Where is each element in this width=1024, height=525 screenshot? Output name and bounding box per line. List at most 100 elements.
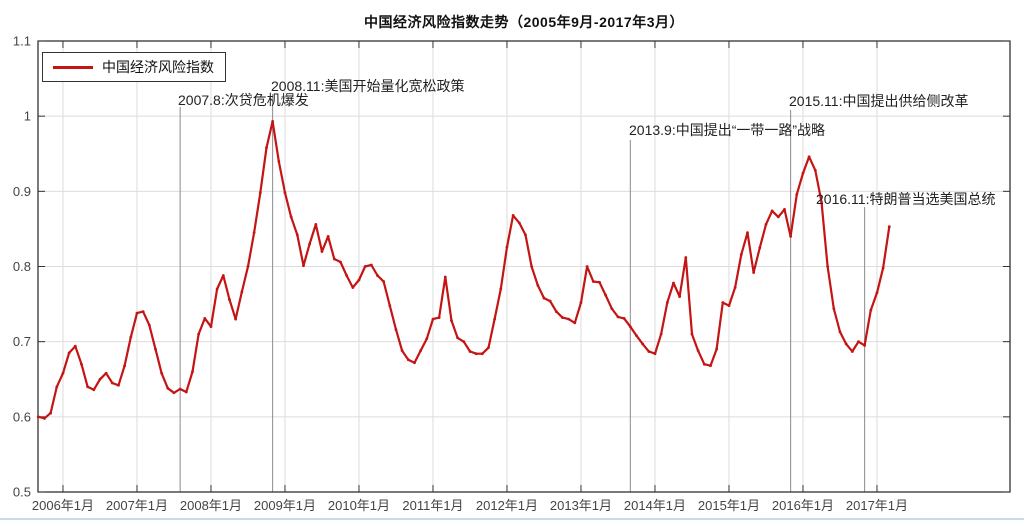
window-edge-line (0, 518, 1024, 520)
data-point (147, 323, 151, 327)
data-point (406, 358, 410, 362)
data-point (104, 371, 108, 375)
data-point (746, 231, 749, 235)
data-point (203, 316, 207, 320)
data-point (258, 191, 262, 195)
data-point (567, 317, 571, 321)
data-point (487, 346, 490, 350)
data-point (73, 344, 77, 348)
data-point (493, 317, 497, 321)
data-point (480, 352, 484, 356)
data-point (197, 332, 201, 336)
data-point (838, 330, 842, 334)
data-point (524, 233, 527, 237)
data-point (591, 280, 595, 283)
data-point (795, 192, 799, 196)
data-point (363, 265, 367, 268)
data-point (172, 391, 176, 395)
data-point (554, 310, 558, 313)
data-point (123, 364, 127, 368)
data-point (314, 223, 318, 226)
data-point (67, 351, 71, 355)
x-axis-tick-label: 2012年1月 (476, 498, 538, 513)
data-point (92, 388, 96, 392)
event-annotation-2016-11: 2016.11:特朗普当选美国总统 (816, 191, 996, 207)
data-point (789, 235, 793, 238)
data-point (252, 231, 256, 235)
data-point (820, 200, 823, 204)
data-point (456, 336, 460, 340)
data-point (561, 316, 564, 320)
data-point (369, 263, 373, 267)
data-point (332, 257, 336, 261)
y-axis-tick-label: 0.5 (13, 485, 31, 500)
data-point (141, 310, 145, 313)
data-point (289, 215, 293, 219)
data-point (616, 315, 620, 319)
data-point (302, 264, 305, 268)
data-point (388, 304, 392, 307)
data-point (530, 265, 534, 268)
x-axis-tick-label: 2010年1月 (328, 498, 390, 513)
x-axis-tick-label: 2013年1月 (550, 498, 612, 513)
data-point (80, 362, 83, 366)
data-point (783, 207, 786, 211)
data-point (110, 381, 114, 385)
data-point (832, 307, 836, 310)
data-point (160, 371, 164, 375)
risk-index-series-line (37, 120, 891, 420)
data-point (579, 301, 583, 304)
data-point (425, 337, 429, 341)
data-point (887, 225, 891, 229)
y-axis-tick-label: 0.6 (13, 409, 31, 424)
data-point (875, 291, 879, 295)
data-point (61, 371, 65, 375)
x-axis-tick-label: 2007年1月 (106, 498, 168, 513)
data-point (635, 334, 638, 338)
data-point (665, 301, 669, 304)
data-point (517, 221, 521, 225)
x-axis-tick-label: 2015年1月 (698, 498, 760, 513)
data-point (628, 325, 632, 329)
data-point (419, 349, 423, 353)
data-point (542, 296, 546, 300)
data-point (690, 332, 694, 336)
data-point (277, 159, 281, 163)
data-point (826, 265, 830, 268)
data-point (511, 213, 515, 217)
data-point (431, 317, 435, 321)
data-point (413, 361, 416, 365)
data-point (221, 274, 225, 277)
data-point (98, 377, 102, 381)
data-point (55, 385, 59, 389)
data-point (234, 317, 238, 321)
data-point (320, 250, 324, 253)
data-point (308, 242, 312, 246)
data-point (271, 120, 275, 123)
y-axis-tick-label: 0.8 (13, 259, 31, 274)
data-point (585, 265, 589, 268)
data-point (351, 286, 355, 289)
x-axis-tick-label: 2006年1月 (32, 498, 94, 513)
legend-line-swatch (53, 65, 93, 69)
data-point (49, 411, 53, 415)
data-point (770, 209, 774, 213)
data-point (678, 295, 682, 298)
data-point (209, 325, 213, 329)
event-annotation-2015-11: 2015.11:中国提出供给侧改革 (789, 93, 969, 109)
data-point (598, 280, 601, 284)
data-point (758, 246, 762, 250)
x-axis-tick-label: 2008年1月 (180, 498, 242, 513)
data-point (178, 387, 182, 391)
data-point (86, 385, 90, 389)
data-point (715, 347, 719, 351)
data-point (345, 274, 349, 277)
data-point (117, 383, 120, 387)
chart-title: 中国经济风险指数走势（2005年9月-2017年3月） (363, 14, 685, 30)
x-axis-tick-label: 2009年1月 (254, 498, 316, 513)
data-point (869, 308, 873, 312)
data-point (215, 287, 219, 291)
data-point (191, 370, 194, 374)
legend[interactable]: 中国经济风险指数 (42, 52, 226, 82)
